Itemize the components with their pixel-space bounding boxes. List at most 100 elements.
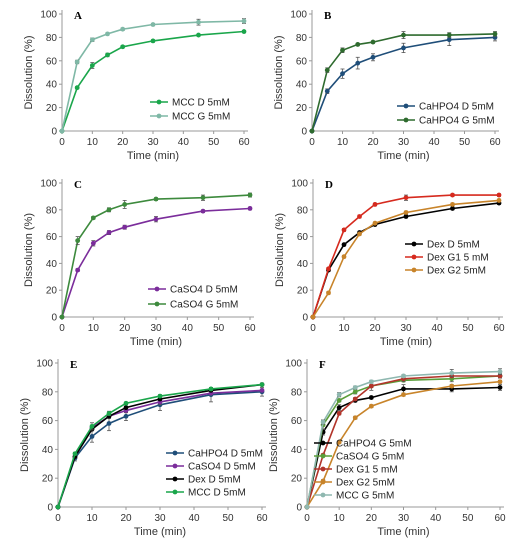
data-point xyxy=(241,18,247,24)
x-tick-label: 30 xyxy=(398,137,410,148)
y-tick-label: 80 xyxy=(297,205,309,216)
data-point xyxy=(153,196,159,202)
data-point xyxy=(446,32,452,38)
data-point xyxy=(401,386,406,392)
data-point xyxy=(105,52,110,58)
legend-marker xyxy=(154,286,160,292)
data-point xyxy=(105,31,110,37)
y-tick-label: 80 xyxy=(291,387,303,398)
y-tick-label: 80 xyxy=(46,205,58,216)
legend-label: MCC D 5mM xyxy=(172,98,230,109)
data-point xyxy=(357,231,362,237)
y-tick-label: 60 xyxy=(296,56,308,67)
panel-0: 0 20 40 60 80 100 0 10 20 30 40 50 60 Time (min) Disso… xyxy=(23,10,250,163)
y-tick-label: 0 xyxy=(51,313,57,324)
data-point xyxy=(150,38,156,44)
panel-2: 0 20 40 60 80 100 0 10 20 30 40 50 60 Time (min) Disso… xyxy=(23,179,256,349)
series-1 xyxy=(310,192,502,320)
x-tick-label: 50 xyxy=(213,323,225,334)
series-line xyxy=(312,199,500,318)
legend-label: CaHPO4 G 5mM xyxy=(336,439,412,450)
x-tick-label: 10 xyxy=(86,513,98,524)
legend-label: Dex D 5mM xyxy=(188,475,241,486)
data-point xyxy=(259,382,265,387)
data-point xyxy=(403,195,409,201)
y-tick-label: 60 xyxy=(42,416,54,427)
data-point xyxy=(196,32,201,38)
x-tick-label: 40 xyxy=(431,323,443,334)
data-point xyxy=(449,370,455,376)
y-tick-label: 40 xyxy=(42,445,54,456)
data-point xyxy=(336,439,342,445)
y-tick-label: 60 xyxy=(291,416,303,427)
data-point xyxy=(352,385,358,390)
series-line xyxy=(61,30,245,132)
series-line xyxy=(57,383,263,508)
legend-marker xyxy=(156,99,162,105)
x-tick-label: 50 xyxy=(459,137,471,148)
x-tick-label: 0 xyxy=(59,323,65,334)
data-point xyxy=(401,32,406,38)
legend-label: MCC G 5mM xyxy=(172,112,230,123)
y-tick-label: 20 xyxy=(291,474,303,485)
data-point xyxy=(450,206,455,211)
legend-label: Dex G1 5 mM xyxy=(336,465,398,476)
legend-marker xyxy=(320,453,326,459)
data-point xyxy=(208,386,214,392)
y-tick-label: 40 xyxy=(46,259,58,270)
data-point xyxy=(326,266,331,272)
series-line xyxy=(312,194,499,318)
x-axis-title: Time (min) xyxy=(134,526,186,538)
x-tick-label: 50 xyxy=(462,513,474,524)
panel-5: 0 20 40 60 80 100 0 10 20 30 40 50 60 Time (min) Disso… xyxy=(268,359,506,539)
data-point xyxy=(72,451,78,457)
data-point xyxy=(368,379,374,385)
data-point xyxy=(106,207,112,213)
panel-4: 0 20 40 60 80 100 0 10 20 30 40 50 60 Time (min) Disso… xyxy=(19,359,268,539)
data-point xyxy=(120,44,126,50)
x-tick-label: 0 xyxy=(304,513,310,524)
x-tick-label: 30 xyxy=(154,513,166,524)
data-point xyxy=(340,47,345,53)
x-tick-label: 20 xyxy=(117,137,129,148)
legend-label: CaSO4 D 5mM xyxy=(170,285,238,296)
data-point xyxy=(403,210,409,215)
x-tick-label: 10 xyxy=(337,137,349,148)
x-axis-title: Time (min) xyxy=(380,336,432,348)
y-tick-label: 20 xyxy=(42,474,54,485)
x-tick-label: 60 xyxy=(494,513,506,524)
x-tick-label: 10 xyxy=(88,323,100,334)
x-tick-label: 30 xyxy=(400,323,412,334)
data-point xyxy=(446,37,452,43)
data-point xyxy=(352,389,358,395)
legend-label: Dex D 5mM xyxy=(427,240,480,251)
x-tick-label: 60 xyxy=(493,323,505,334)
series-line xyxy=(61,207,251,318)
series-line xyxy=(306,375,501,508)
y-tick-label: 100 xyxy=(285,359,302,370)
y-tick-label: 40 xyxy=(296,80,308,91)
data-point xyxy=(449,383,455,389)
x-tick-label: 0 xyxy=(59,137,65,148)
data-point xyxy=(89,423,95,429)
data-point xyxy=(401,45,406,51)
data-point xyxy=(157,393,163,399)
x-tick-label: 30 xyxy=(150,323,162,334)
legend-label: CaSO4 G 5mM xyxy=(336,452,404,463)
panel-label: D xyxy=(325,179,333,191)
series-0 xyxy=(59,206,253,320)
x-tick-label: 60 xyxy=(489,137,501,148)
series-line xyxy=(57,383,263,508)
data-point xyxy=(368,383,374,389)
series-2 xyxy=(310,198,502,320)
series-4 xyxy=(304,368,503,510)
data-point xyxy=(304,504,310,510)
data-point xyxy=(75,238,81,244)
panel-label: E xyxy=(70,359,77,371)
data-point xyxy=(75,267,81,273)
data-point xyxy=(355,42,361,47)
data-point xyxy=(247,206,253,211)
x-tick-label: 10 xyxy=(334,513,346,524)
data-point xyxy=(497,379,503,385)
